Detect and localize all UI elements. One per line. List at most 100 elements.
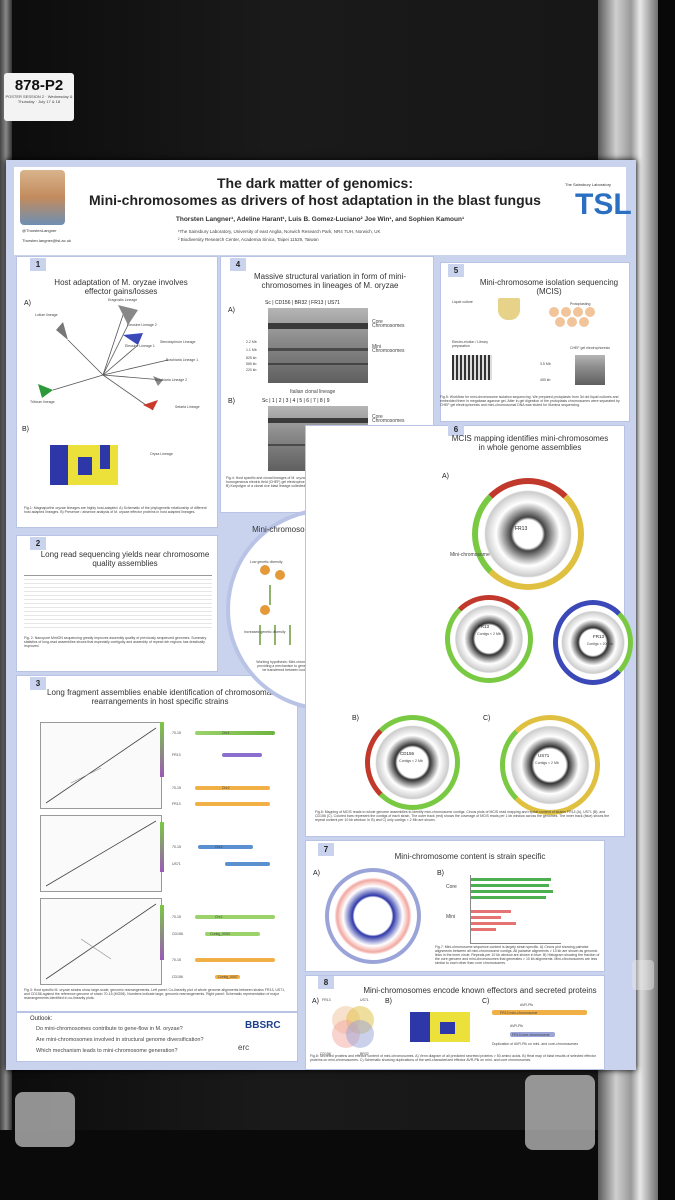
panel-7-number: 7 — [318, 843, 334, 856]
panel-3-number: 3 — [30, 677, 46, 690]
contig-bar-chr1b — [195, 915, 275, 919]
flask-icon — [498, 298, 520, 320]
core-chromosomes-label-a: Core Chromosomes — [372, 319, 405, 329]
contig-label-2: Chr2 — [215, 845, 223, 849]
lineage-label-4: Stenotaphrum Lineage — [160, 340, 196, 344]
mini-chromosomes-label-a: Mini Chromosomes — [372, 344, 405, 354]
affiliation-2: ² Biodiversity Research Center, Academia… — [178, 237, 319, 242]
venn-label-0: FR13 — [322, 998, 331, 1002]
contig-bar-chr2c — [195, 958, 275, 962]
panel-5-caption: Fig.5: Workflow for mini-chromosome isol… — [440, 395, 620, 407]
panel-6-label-b: B) — [352, 715, 359, 722]
strain-label-6: 70-15 — [172, 915, 181, 919]
mcis-label-2: Electro-elution / Library preparation — [452, 340, 488, 348]
c-label-3: FR13 core chromosome — [512, 1033, 550, 1037]
effector-heatmap — [50, 445, 118, 485]
panel-7-label-b: B) — [437, 870, 444, 877]
alignment-histogram — [470, 875, 561, 944]
panel-8-label-c: C) — [482, 998, 490, 1005]
circos-b1-sub: Contigs < 2 Mb — [477, 632, 501, 636]
lineage-label-3: Eleusine Lineage 1 — [125, 344, 155, 348]
size-3: 565 kb — [246, 362, 257, 366]
strain-label-0: 70-15 — [172, 731, 181, 735]
size-1: 1.1 Mb — [246, 348, 257, 352]
bar-label-core: Core — [446, 884, 457, 890]
venn-label-1: US71 — [360, 998, 369, 1002]
poster-number: 878-P2 — [14, 77, 64, 94]
strain-label-9: CD156 — [172, 975, 183, 979]
c-label-1: FR13 mini-chromosome — [500, 1011, 538, 1015]
circos-us71 — [500, 715, 600, 815]
colorbar-1 — [160, 722, 164, 777]
assembly-stats-table — [24, 575, 212, 631]
panel-6-label-a: A) — [442, 473, 449, 480]
lineage-label-1: Eleusine Lineage 2 — [127, 323, 157, 327]
bar-label-mini: Mini — [446, 914, 456, 920]
panel-4-label-a: A) — [228, 307, 235, 314]
author-photo — [20, 170, 65, 225]
twitter-handle: @ThorstenLangner — [22, 228, 57, 233]
circos-us71-sub: Contigs < 2 Mb — [535, 761, 559, 765]
contig-bar-fr13 — [222, 753, 262, 757]
colinearity-plot-fr13 — [40, 722, 162, 809]
poster-title-line2: Mini-chromosomes as drivers of host adap… — [89, 192, 541, 208]
panel-2-title: Long read sequencing yields near chromos… — [40, 550, 210, 568]
mcis-label-3: CHEF gel electrophoresis — [570, 346, 610, 350]
size-0: 2.2 Mb — [246, 340, 257, 344]
size-2: 825 kb — [246, 356, 257, 360]
circos-cd156-name: CD156 — [400, 751, 415, 756]
gel-lanes-b: Sc | 1 | 2 | 3 | 4 | 5 | 6 | 7 | 8 | 9 — [262, 398, 330, 404]
strain-label-4: 70-15 — [172, 845, 181, 849]
affiliation-1: ¹The Sainsbury Laboratory, University of… — [178, 229, 381, 234]
contig-label-4: Contig_0053 — [210, 932, 230, 936]
poster-title-line1: The dark matter of genomics: — [216, 175, 414, 191]
tsl-logo: TSL — [575, 188, 632, 221]
panel-1-label-a: A) — [24, 300, 31, 307]
contig-bar-cd156-2 — [215, 975, 240, 979]
colinearity-plot-cd156 — [40, 898, 162, 985]
panel-8-title: Mini-chromosomes encode known effectors … — [363, 986, 597, 995]
circos-b1-name: FR13 — [478, 624, 490, 629]
panel-8-number: 8 — [318, 976, 334, 989]
electro-elution-icon — [452, 355, 492, 380]
strain-label-3: FR13 — [172, 802, 181, 806]
strain-label-5: US71 — [172, 862, 181, 866]
bbsrc-logo: BBSRC — [245, 1020, 281, 1031]
plastic-bag-right — [525, 1075, 595, 1150]
circos-fr13-200kb — [553, 600, 633, 685]
circos-a-name: FR13 — [515, 526, 528, 532]
lineage-label-7: Triticum lineage — [30, 400, 55, 404]
italian-lineage-label: Italian clonal lineage — [290, 389, 336, 395]
panel-1-label-b: B) — [22, 426, 29, 433]
circos-mini-alignments — [325, 868, 421, 964]
gel-lanes-a: Sc | CD156 | BR32 | FR13 | US71 — [265, 300, 340, 306]
panel-1-caption: Fig.1: Magnaporthe oryzae lineages are h… — [24, 506, 207, 514]
mcis-label-1: Protoplasting — [570, 302, 591, 306]
c-label-2: AVR-Pik — [510, 1024, 523, 1028]
center-label-0: Low genetic diversity — [250, 560, 283, 564]
mini-chromosome-callout: Mini-chromosome — [450, 552, 490, 558]
outlook-item-1: Are mini-chromosomes involved in structu… — [36, 1037, 204, 1043]
colorbar-3 — [160, 905, 164, 960]
core-chromosomes-label-b: Core Chromosomes — [372, 414, 405, 424]
colorbar-2 — [160, 822, 164, 872]
session-label: POSTER SESSION 2 · Wednesday & Thursday … — [5, 94, 73, 104]
contig-bar-us71 — [225, 862, 270, 866]
strain-label-1: FR13 — [172, 753, 181, 757]
contig-label-1: Chr2 — [222, 786, 230, 790]
venn-diagram — [332, 1006, 374, 1048]
poster-number-tag: 878-P2 POSTER SESSION 2 · Wednesday & Th… — [4, 73, 74, 121]
mcis-label-4: 3.5 Mb — [540, 362, 551, 366]
chef-gel-a — [268, 308, 368, 383]
poster-header — [14, 167, 626, 255]
circos-cd156-sub: Contigs < 2 Mb — [399, 759, 423, 763]
lineage-label-0: Eragrostis Lineage — [108, 298, 138, 302]
venn-label-3: BR32 — [360, 1052, 369, 1056]
panel-6-label-c: C) — [483, 715, 491, 722]
panel-4-number: 4 — [230, 258, 246, 271]
lineage-label-5: Brachiaria Lineage 1 — [166, 358, 199, 362]
mini-chromosome-bar — [492, 1010, 587, 1015]
panel-7-title: Mini-chromosome content is strain specif… — [394, 852, 546, 861]
mcis-label-0: Liquid culture — [452, 300, 473, 304]
authors: Thorsten Langner¹, Adeline Harant¹, Luis… — [175, 216, 465, 223]
